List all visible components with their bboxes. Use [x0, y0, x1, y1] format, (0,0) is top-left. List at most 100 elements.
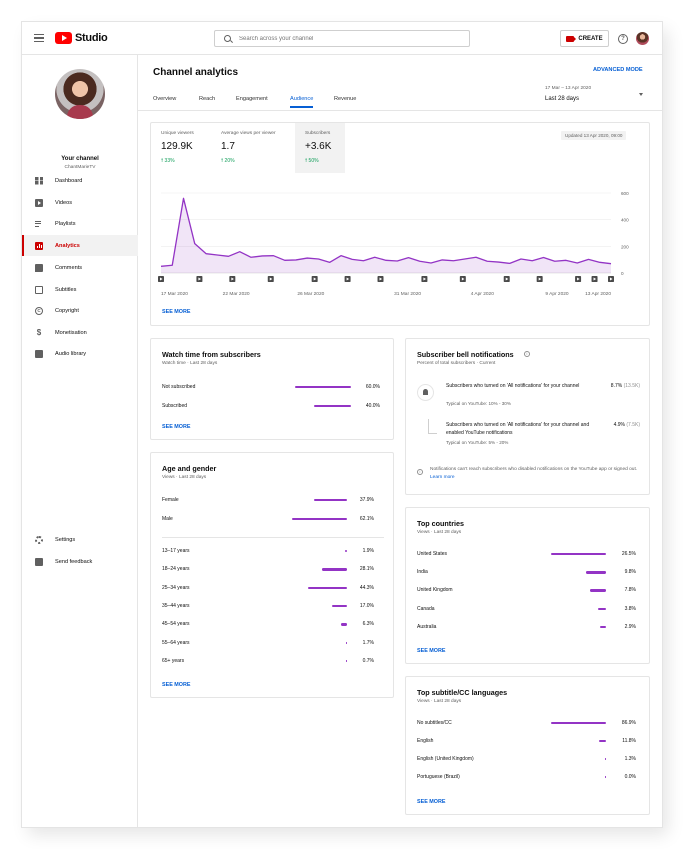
watch-time-card: Watch time from subscribers Watch time ·…	[150, 338, 394, 440]
row-label: 18–24 years	[162, 566, 190, 573]
row-percent: 44.3%	[359, 584, 374, 591]
account-avatar[interactable]	[636, 32, 649, 45]
sidebar-item-label: Playlists	[55, 220, 76, 227]
info-icon[interactable]: i	[524, 351, 530, 357]
video-marker-play	[231, 277, 234, 281]
sidebar-item-analytics[interactable]: Analytics	[22, 235, 138, 256]
page-title: Channel analytics	[153, 67, 239, 78]
bell-note: Notifications can't reach subscribers wh…	[430, 466, 642, 481]
x-tick-label: 9 Apr 2020	[545, 291, 569, 297]
row-percent: 0.0%	[624, 774, 636, 780]
row-label: Subscribed	[162, 403, 188, 409]
row-percent: 2.9%	[624, 623, 636, 630]
x-tick-label: 22 Mar 2020	[223, 291, 250, 297]
row-label: Male	[162, 516, 173, 522]
youtube-logo-icon	[55, 32, 72, 44]
row-bar	[605, 758, 606, 761]
create-button[interactable]: CREATE	[560, 30, 609, 47]
tab-revenue[interactable]: Revenue	[334, 96, 357, 102]
bell-row-value: 4.9% (7.5K)	[596, 422, 640, 428]
metric-delta: 🠕 33%	[161, 158, 175, 166]
row-label: 25–34 years	[162, 584, 190, 591]
sidebar-item-label: Monetisation	[55, 329, 87, 336]
video-marker-play	[269, 277, 273, 281]
date-period-selector[interactable]: Last 28 days	[545, 96, 580, 102]
subscribers-chart[interactable]: 0 200 400 600 17 Mar 2020 22 Mar 2020 26 Mar 2…	[151, 183, 649, 313]
tabs-divider	[138, 110, 662, 111]
age-gender-see-more-link[interactable]: SEE MORE	[162, 682, 191, 688]
card-subtitle: Percent of total subscribers · Current	[417, 361, 496, 366]
logo-text: Studio	[75, 32, 108, 44]
x-tick-label: 17 Mar 2020	[161, 291, 188, 297]
row-percent: 7.8%	[624, 587, 636, 594]
row-label: United States	[417, 551, 448, 557]
tab-engagement[interactable]: Engagement	[236, 96, 268, 102]
countries-see-more-link[interactable]: SEE MORE	[417, 648, 446, 654]
metric-delta: 🠕 20%	[221, 158, 235, 166]
metric-subscribers[interactable]: Subscribers +3.6K 🠕 50%	[295, 123, 345, 173]
sidebar-item-audio-library[interactable]: Audio library	[22, 343, 138, 364]
row-bar	[346, 659, 347, 663]
search-input[interactable]	[239, 35, 439, 42]
tab-overview[interactable]: Overview	[153, 96, 177, 102]
audience-overview-card: Unique viewers 129.9K 🠕 33% Average view…	[150, 122, 650, 326]
search-box[interactable]	[214, 30, 470, 47]
y-tick-label: 200	[621, 244, 629, 249]
chevron-down-icon[interactable]	[639, 93, 643, 96]
video-marker-play	[461, 277, 465, 281]
sidebar-item-videos[interactable]: Videos	[22, 192, 138, 213]
video-marker-play	[593, 277, 597, 281]
studio-logo[interactable]: Studio	[55, 32, 108, 44]
row-bar	[313, 499, 347, 502]
hamburger-menu-icon[interactable]	[34, 34, 44, 43]
row-label: 55–64 years	[162, 639, 190, 646]
row-percent: 3.8%	[624, 605, 636, 612]
sidebar-item-send-feedback[interactable]: Send feedback	[22, 551, 138, 572]
sidebar-item-dashboard[interactable]: Dashboard	[22, 170, 138, 191]
row-percent: 60.0%	[365, 384, 380, 390]
tab-audience[interactable]: Audience	[290, 96, 314, 108]
sidebar-item-monetisation[interactable]: $ Monetisation	[22, 322, 138, 343]
sidebar-item-comments[interactable]: Comments	[22, 257, 138, 278]
row-percent: 28.1%	[359, 566, 374, 573]
advanced-mode-link[interactable]: ADVANCED MODE	[593, 67, 643, 73]
learn-more-link[interactable]: Learn more	[430, 474, 455, 480]
card-title: Top countries	[417, 519, 464, 528]
metric-value: +3.6K	[305, 141, 332, 152]
row-percent: 26.5%	[621, 551, 636, 557]
metric-value: 129.9K	[161, 141, 193, 152]
card-subtitle: Watch time · Last 28 days	[162, 361, 218, 366]
row-label: English (United Kingdom)	[417, 756, 474, 762]
row-percent: 17.0%	[359, 602, 374, 609]
row-bar	[585, 571, 606, 574]
row-bar	[341, 623, 347, 626]
bell-row-typical: Typical on YouTube: 10% - 30%	[446, 401, 511, 406]
languages-see-more-link[interactable]: SEE MORE	[417, 799, 446, 805]
sidebar-item-playlists[interactable]: Playlists	[22, 213, 138, 234]
watch-time-see-more-link[interactable]: SEE MORE	[162, 424, 191, 430]
metric-average-views[interactable]: Average views per viewer 1.7 🠕 20%	[211, 123, 295, 173]
y-tick-label: 600	[621, 191, 629, 196]
sidebar-item-subtitles[interactable]: Subtitles	[22, 279, 138, 300]
bell-row-typical: Typical on YouTube: 5% - 20%	[446, 440, 509, 445]
settings-icon	[35, 535, 43, 544]
sidebar-item-settings[interactable]: Settings	[22, 529, 138, 550]
overview-see-more-link[interactable]: SEE MORE	[162, 309, 191, 315]
sidebar-item-copyright[interactable]: C Copyright	[22, 300, 138, 321]
x-tick-label: 31 Mar 2020	[394, 291, 421, 297]
arrow-up-icon: 🠕	[305, 158, 309, 164]
row-bar	[295, 386, 351, 389]
channel-avatar[interactable]	[55, 69, 105, 119]
videos-icon	[35, 198, 43, 207]
card-subtitle: Views · Last 28 days	[162, 475, 207, 480]
row-bar	[332, 604, 347, 608]
sidebar-item-label: Dashboard	[55, 177, 83, 184]
updated-timestamp: Updated 13 Apr 2020, 09:00	[561, 131, 627, 140]
row-label: 35–44 years	[162, 602, 190, 609]
x-tick-label: 13 Apr 2020	[585, 291, 611, 297]
tab-reach[interactable]: Reach	[199, 96, 216, 102]
arrow-up-icon: 🠕	[221, 158, 225, 164]
metric-unique-viewers[interactable]: Unique viewers 129.9K 🠕 33%	[151, 123, 211, 173]
row-bar	[605, 776, 606, 779]
help-icon[interactable]: ?	[618, 34, 628, 44]
